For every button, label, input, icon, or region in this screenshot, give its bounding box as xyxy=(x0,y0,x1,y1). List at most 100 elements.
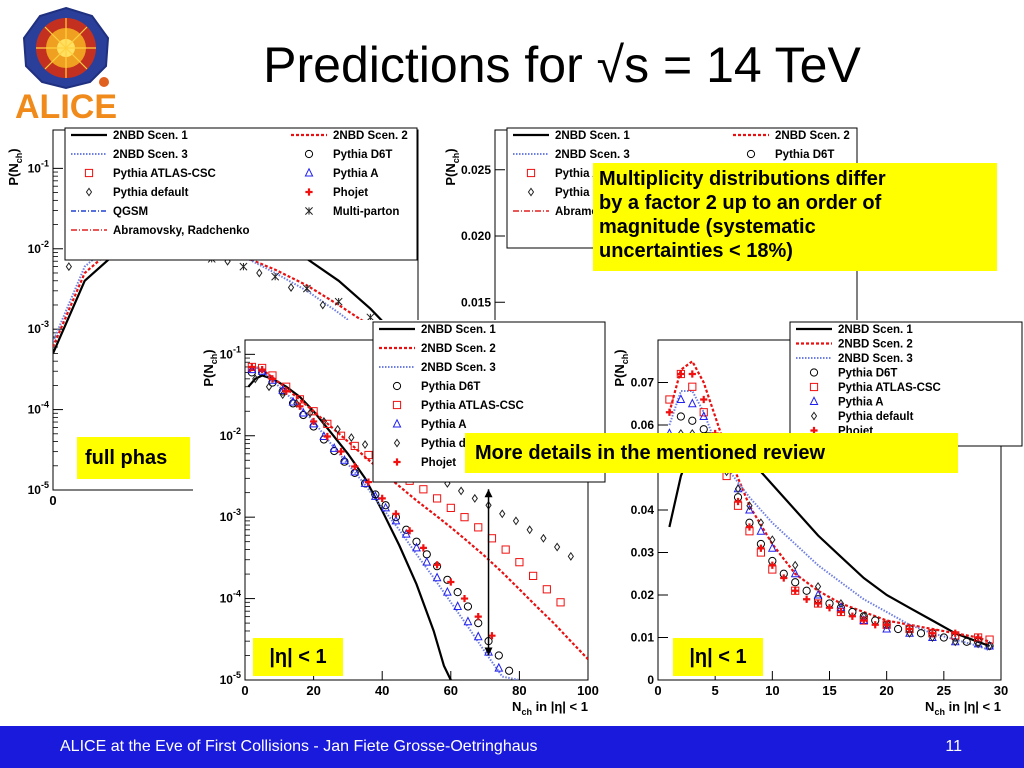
legend-label: 2NBD Scen. 2 xyxy=(838,339,913,351)
legend-label: 2NBD Scen. 1 xyxy=(113,130,188,142)
data-point xyxy=(419,544,427,552)
data-point xyxy=(401,528,411,538)
legend-marker xyxy=(809,396,819,405)
y-tick-label: 10-4 xyxy=(28,400,49,417)
x-tick-label: 10 xyxy=(765,683,779,698)
legend-label: Pythia ATLAS-CSC xyxy=(113,168,216,180)
data-point xyxy=(471,493,478,503)
legend-label: Pythia A xyxy=(333,168,379,180)
series-line xyxy=(247,374,452,680)
data-point xyxy=(860,616,868,625)
legend-marker xyxy=(84,168,94,178)
series-line xyxy=(247,365,588,660)
data-point xyxy=(814,582,822,591)
data-point xyxy=(323,419,332,428)
data-point xyxy=(837,599,845,608)
plot-eta1-linear: 00.010.020.030.040.050.060.0705101520253… xyxy=(606,320,1024,720)
data-point xyxy=(745,504,754,514)
data-point xyxy=(282,387,290,396)
x-axis-label: Nch in |η| < 1 xyxy=(512,699,588,717)
data-point xyxy=(745,523,754,531)
data-point xyxy=(962,637,971,646)
data-point xyxy=(348,433,355,443)
data-point xyxy=(700,395,708,404)
data-point xyxy=(287,283,295,292)
y-tick-label: 0.015 xyxy=(461,295,491,309)
callout-eta-right: |η| < 1 xyxy=(673,638,763,676)
data-point xyxy=(337,447,345,456)
data-point xyxy=(302,284,311,293)
legend-box xyxy=(64,127,418,261)
data-point xyxy=(334,297,343,306)
data-point xyxy=(381,501,390,510)
data-point xyxy=(256,268,263,278)
series-group xyxy=(247,362,588,680)
y-axis-label: P(Nch) xyxy=(201,349,219,386)
arrow-head-up xyxy=(484,489,493,498)
x-tick-label: 25 xyxy=(937,683,951,698)
data-point xyxy=(252,374,259,384)
legend-label: 2NBD Scen. 2 xyxy=(421,343,496,355)
data-point xyxy=(734,497,742,506)
data-point xyxy=(883,621,891,629)
x-tick-label: 40 xyxy=(375,683,389,698)
data-point xyxy=(457,486,465,496)
data-point xyxy=(814,599,822,608)
legend-label: Pythia default xyxy=(113,187,189,199)
data-point xyxy=(916,629,926,638)
data-point xyxy=(258,365,266,374)
data-point xyxy=(65,262,72,272)
data-point xyxy=(688,370,696,378)
legend-label: 2NBD Scen. 3 xyxy=(555,149,630,161)
data-point xyxy=(802,586,811,595)
legend-marker xyxy=(392,400,402,410)
data-point xyxy=(473,631,483,641)
legend-label: Pythia ATLAS-CSC xyxy=(838,382,941,394)
data-point xyxy=(463,616,473,626)
y-tick-label: 10-2 xyxy=(28,239,49,256)
callout-multiplicity: Multiplicity distributions differ by a f… xyxy=(593,163,997,271)
x-tick-label: 0 xyxy=(654,683,661,698)
y-axis-label: P(Nch) xyxy=(443,148,461,185)
x-tick-label: 60 xyxy=(444,683,458,698)
legend-label: 2NBD Scen. 1 xyxy=(555,130,630,142)
series-line xyxy=(668,359,990,643)
data-point xyxy=(780,574,788,582)
legend-label: QGSM xyxy=(113,206,148,218)
data-point xyxy=(391,515,401,525)
data-point xyxy=(340,454,349,464)
data-point xyxy=(928,629,936,637)
data-point xyxy=(422,556,432,566)
data-point xyxy=(463,602,473,611)
y-tick-label: 10-2 xyxy=(220,426,241,443)
data-point xyxy=(320,416,328,426)
data-point xyxy=(529,571,538,580)
data-point xyxy=(803,595,811,603)
data-point xyxy=(790,568,800,578)
data-point xyxy=(247,364,257,374)
data-point xyxy=(813,589,823,599)
data-point xyxy=(265,382,273,392)
data-point xyxy=(323,432,331,441)
callout-full-phase: full phas xyxy=(77,437,190,479)
legend-label: Pythia A xyxy=(421,419,467,431)
legend-marker xyxy=(305,188,313,196)
data-point xyxy=(460,513,469,522)
legend-label: 2NBD Scen. 1 xyxy=(421,324,496,336)
y-tick-label: 0.01 xyxy=(631,631,655,645)
legend-label: Phojet xyxy=(333,187,368,199)
x-tick-label: 100 xyxy=(577,683,599,698)
callout-review: More details in the mentioned review xyxy=(465,433,958,473)
data-point xyxy=(474,523,483,532)
footer-bar: ALICE at the Eve of First Collisions - J… xyxy=(0,726,1024,768)
data-point xyxy=(447,578,455,586)
slide-title: Predictions for √s = 14 TeV xyxy=(263,37,861,93)
data-point xyxy=(929,633,936,642)
data-point xyxy=(307,408,314,418)
legend-marker xyxy=(392,418,402,428)
data-point xyxy=(278,385,288,394)
data-point xyxy=(512,516,520,526)
data-point xyxy=(894,624,903,634)
arrow-head-down xyxy=(484,647,493,656)
data-point xyxy=(271,272,280,281)
